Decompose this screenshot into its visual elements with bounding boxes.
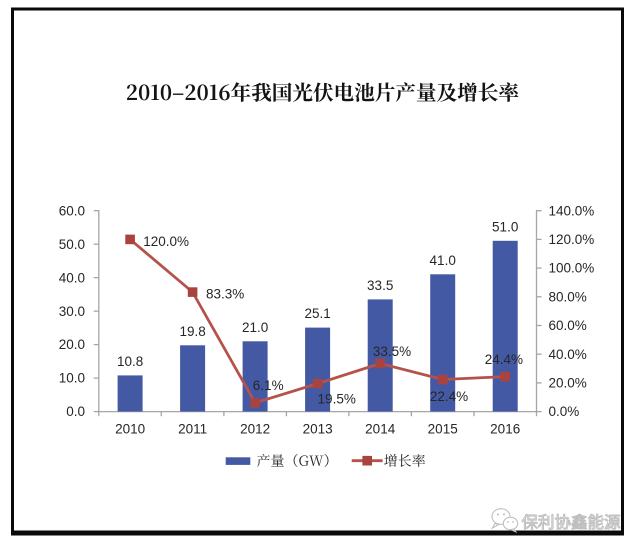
svg-text:140.0%: 140.0% [549,203,595,218]
svg-text:83.3%: 83.3% [206,286,244,301]
svg-text:21.0: 21.0 [242,320,268,335]
svg-text:0.0: 0.0 [66,404,85,419]
svg-text:30.0: 30.0 [59,304,85,319]
svg-text:40.0%: 40.0% [549,347,587,362]
svg-text:50.0: 50.0 [59,237,85,252]
svg-text:24.4%: 24.4% [485,352,523,367]
svg-text:2011: 2011 [178,422,207,437]
svg-text:22.4%: 22.4% [430,389,468,404]
svg-text:120.0%: 120.0% [143,234,189,249]
svg-text:20.0: 20.0 [59,337,85,352]
svg-text:10.0: 10.0 [59,371,85,386]
svg-text:20.0%: 20.0% [549,376,587,391]
svg-text:19.8: 19.8 [179,324,205,339]
svg-text:2010: 2010 [115,422,145,437]
svg-text:80.0%: 80.0% [549,289,587,304]
svg-text:2014: 2014 [365,422,396,437]
svg-text:2016: 2016 [490,422,520,437]
svg-text:100.0%: 100.0% [549,261,595,276]
svg-text:0.0%: 0.0% [549,404,580,419]
svg-text:60.0: 60.0 [59,203,85,218]
svg-text:25.1: 25.1 [304,306,330,321]
svg-text:33.5: 33.5 [367,278,393,293]
svg-text:2012: 2012 [240,422,270,437]
svg-text:10.8: 10.8 [117,354,143,369]
svg-text:2015: 2015 [428,422,458,437]
svg-text:2013: 2013 [303,422,333,437]
svg-text:40.0: 40.0 [59,270,85,285]
svg-text:120.0%: 120.0% [549,232,595,247]
svg-text:6.1%: 6.1% [253,378,284,393]
svg-text:60.0%: 60.0% [549,318,587,333]
svg-text:41.0: 41.0 [430,253,456,268]
svg-text:33.5%: 33.5% [373,344,411,359]
svg-text:19.5%: 19.5% [318,391,356,406]
svg-text:51.0: 51.0 [492,219,518,234]
